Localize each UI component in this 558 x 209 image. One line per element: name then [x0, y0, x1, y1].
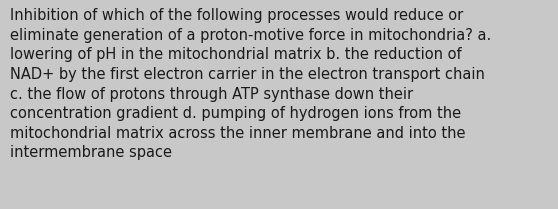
Text: Inhibition of which of the following processes would reduce or
eliminate generat: Inhibition of which of the following pro…	[10, 8, 491, 160]
